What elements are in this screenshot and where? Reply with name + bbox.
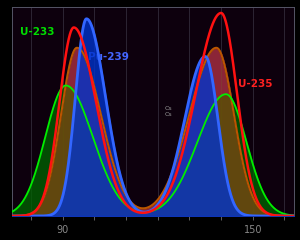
Text: U-233: U-233: [20, 27, 55, 37]
Text: Pu-239: Pu-239: [88, 52, 129, 62]
Text: U-235: U-235: [238, 79, 272, 90]
Text: Cs
Cs: Cs Cs: [165, 106, 172, 117]
